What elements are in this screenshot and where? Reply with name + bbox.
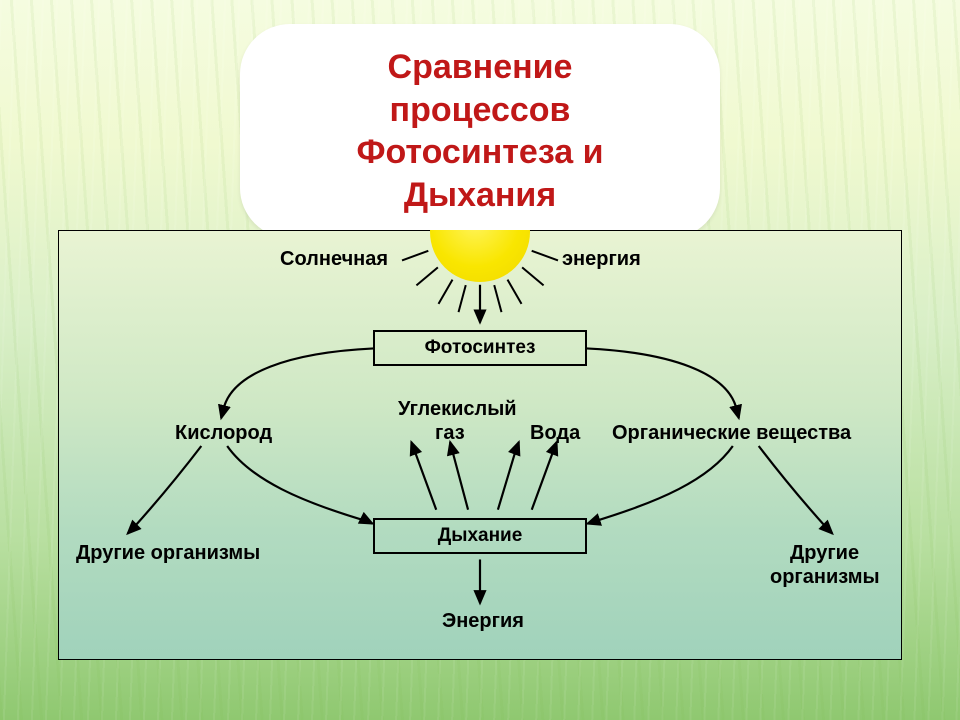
sun-disc bbox=[430, 230, 530, 282]
label-solar-right: энергия bbox=[562, 248, 641, 271]
sun-icon bbox=[430, 230, 530, 332]
label-water: Вода bbox=[530, 422, 580, 445]
node-photosynthesis: Фотосинтез bbox=[373, 330, 587, 366]
node-respiration: Дыхание bbox=[373, 518, 587, 554]
label-co2-line2: газ bbox=[435, 422, 465, 445]
label-other-right: Другие bbox=[790, 542, 859, 565]
label-co2: Углекислый bbox=[398, 398, 517, 421]
label-organic: Органические вещества bbox=[612, 422, 851, 445]
label-oxygen: Кислород bbox=[175, 422, 272, 445]
label-solar-left: Солнечная bbox=[280, 248, 388, 271]
node-respiration-label: Дыхание bbox=[438, 525, 523, 547]
title-card: Сравнение процессов Фотосинтеза и Дыхани… bbox=[240, 24, 720, 238]
node-photosynthesis-label: Фотосинтез bbox=[425, 337, 536, 359]
label-other-right-2: организмы bbox=[770, 566, 880, 589]
title-line-1: Сравнение процессов bbox=[300, 46, 660, 131]
label-energy: Энергия bbox=[442, 610, 524, 633]
title-line-2: Фотосинтеза и Дыхания bbox=[300, 131, 660, 216]
label-other-left: Другие организмы bbox=[76, 542, 260, 565]
